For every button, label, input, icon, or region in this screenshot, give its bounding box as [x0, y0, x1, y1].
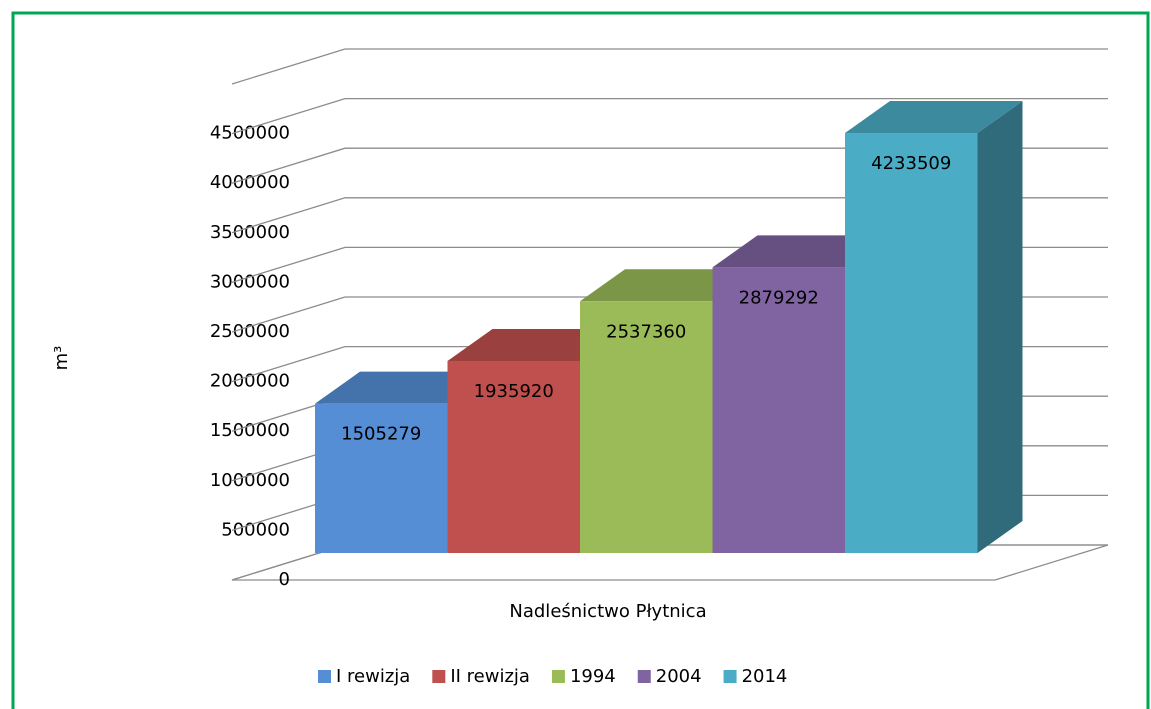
- y-tick-label: 1500000: [210, 420, 290, 441]
- frame: [11, 11, 1150, 709]
- bar: [845, 133, 978, 554]
- legend-label: I rewizja: [336, 666, 410, 687]
- bar-side: [977, 101, 1023, 554]
- legend-label: 1994: [570, 666, 616, 687]
- legend-swatch: [723, 670, 737, 683]
- data-label: 2879292: [739, 287, 819, 308]
- legend-swatch: [432, 670, 446, 683]
- legend-label: 2004: [656, 666, 702, 687]
- y-tick-label: 1000000: [210, 470, 290, 491]
- legend-swatch: [318, 670, 331, 683]
- bar: [580, 301, 713, 553]
- legend-swatch: [637, 670, 651, 683]
- grid-line: [231, 97, 1108, 135]
- data-label: 4233509: [871, 153, 951, 174]
- data-label: 2537360: [606, 321, 686, 342]
- wall-edge: [231, 48, 1108, 85]
- bar: [447, 360, 580, 553]
- data-label: 1935920: [474, 381, 554, 402]
- y-tick-label: 500000: [221, 519, 290, 540]
- y-tick-label: 2500000: [210, 321, 290, 342]
- bar: [712, 267, 845, 553]
- legend-swatch: [551, 670, 565, 683]
- y-tick-label: 3500000: [210, 222, 290, 243]
- y-tick-label: 4500000: [210, 123, 290, 144]
- legend-label: 2014: [742, 666, 788, 687]
- y-tick-label: 2000000: [210, 371, 290, 392]
- y-tick-label: 0: [279, 569, 290, 590]
- bar: [315, 403, 448, 553]
- y-axis-label: m³: [51, 346, 72, 371]
- x-axis-label: Nadleśnictwo Płytnica: [509, 601, 706, 622]
- y-tick-label: 4000000: [210, 172, 290, 193]
- y-tick-label: 3000000: [210, 271, 290, 292]
- bar-top: [845, 101, 1023, 134]
- legend-label: II rewizja: [450, 666, 530, 687]
- data-label: 1505279: [341, 424, 421, 445]
